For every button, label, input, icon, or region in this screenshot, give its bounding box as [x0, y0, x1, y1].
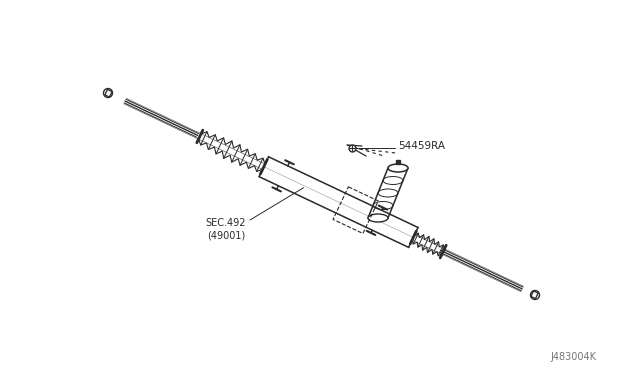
Circle shape: [531, 291, 540, 299]
Text: 54459RA: 54459RA: [398, 141, 445, 151]
Ellipse shape: [368, 214, 388, 222]
Text: SEC.492: SEC.492: [205, 218, 246, 228]
Polygon shape: [105, 89, 112, 97]
Polygon shape: [259, 157, 418, 247]
Circle shape: [104, 89, 113, 97]
Ellipse shape: [388, 164, 408, 172]
Text: J483004K: J483004K: [550, 352, 596, 362]
Text: (49001): (49001): [207, 231, 245, 241]
Polygon shape: [531, 291, 538, 299]
